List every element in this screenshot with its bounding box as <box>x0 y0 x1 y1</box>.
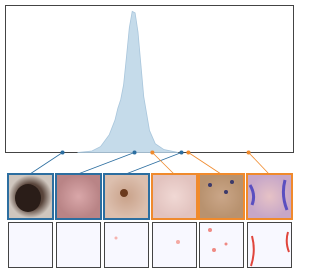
connector <box>152 152 175 175</box>
connector <box>77 152 135 175</box>
sample-point <box>60 150 65 155</box>
hotspot <box>208 228 212 232</box>
thumbnails <box>9 175 291 218</box>
mark <box>248 179 289 211</box>
figure <box>5 5 294 268</box>
heatmap <box>247 222 292 268</box>
sample-point <box>186 150 191 155</box>
hotspot <box>250 231 290 267</box>
thumbnail <box>57 175 100 218</box>
lesion <box>120 189 128 197</box>
connector <box>29 152 63 175</box>
hotspot <box>224 242 228 246</box>
heatmap <box>56 222 101 268</box>
connector <box>188 152 222 175</box>
thumbnail <box>105 175 148 218</box>
mark <box>208 183 212 187</box>
mark <box>230 180 234 184</box>
hotspot <box>114 236 118 240</box>
thumbnail-frame <box>7 173 54 220</box>
heatmap <box>199 222 244 268</box>
lesion <box>15 184 41 212</box>
mark <box>224 190 228 194</box>
sample-point <box>132 150 137 155</box>
heatmaps <box>8 222 292 268</box>
thumbnail-frame <box>198 173 245 220</box>
sample-point <box>246 150 251 155</box>
thumbnail-frame <box>151 173 198 220</box>
thumbnail-frame <box>246 173 293 220</box>
hotspot <box>212 248 216 252</box>
heatmap <box>8 222 53 268</box>
thumbnail-frame <box>55 173 102 220</box>
connector <box>248 152 270 175</box>
heatmap <box>104 222 149 268</box>
thumbnail <box>153 175 196 218</box>
hotspot <box>176 240 180 244</box>
sample-point <box>179 150 184 155</box>
density-area <box>77 10 179 153</box>
sample-point <box>150 150 155 155</box>
thumbnail-frame <box>103 173 150 220</box>
thumbnail <box>200 175 243 218</box>
connector <box>125 152 182 175</box>
heatmap <box>152 222 197 268</box>
